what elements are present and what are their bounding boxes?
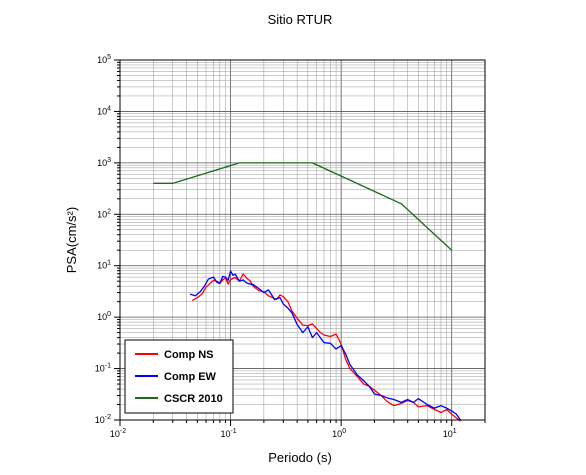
series-line-cscr-2010 xyxy=(153,162,453,251)
y-tick-label: 102 xyxy=(97,208,111,219)
y-tick-label: 100 xyxy=(97,311,111,322)
series-line-comp-ns xyxy=(191,273,461,422)
y-tick-label: 101 xyxy=(97,260,111,271)
series-layer xyxy=(153,162,461,422)
series-line-comp-ew xyxy=(189,270,461,421)
chart-title: Sitio RTUR xyxy=(268,12,333,27)
x-tick-label: 10-1 xyxy=(220,428,236,439)
legend: Comp NS Comp EW CSCR 2010 xyxy=(124,339,234,414)
y-tick-label: 104 xyxy=(97,105,111,116)
legend-label: Comp NS xyxy=(164,349,214,361)
x-tick-label: 10-2 xyxy=(110,428,126,439)
legend-label: Comp EW xyxy=(164,371,217,383)
y-tick-label: 10-1 xyxy=(95,363,111,374)
legend-label: CSCR 2010 xyxy=(164,393,223,405)
y-tick-label: 10-2 xyxy=(95,414,111,425)
plot-frame xyxy=(119,59,486,421)
y-tick-label: 103 xyxy=(97,157,111,168)
x-tick-label: 100 xyxy=(332,428,346,439)
tick-layer: 10-2 10-1 100 101 10-2 10-1 100 101 102 103 104 105 xyxy=(95,54,486,439)
y-axis-label: PSA(cm/s²) xyxy=(64,207,79,273)
y-tick-label: 105 xyxy=(97,54,111,65)
x-axis-label: Periodo (s) xyxy=(268,450,332,465)
x-tick-label: 101 xyxy=(443,428,457,439)
